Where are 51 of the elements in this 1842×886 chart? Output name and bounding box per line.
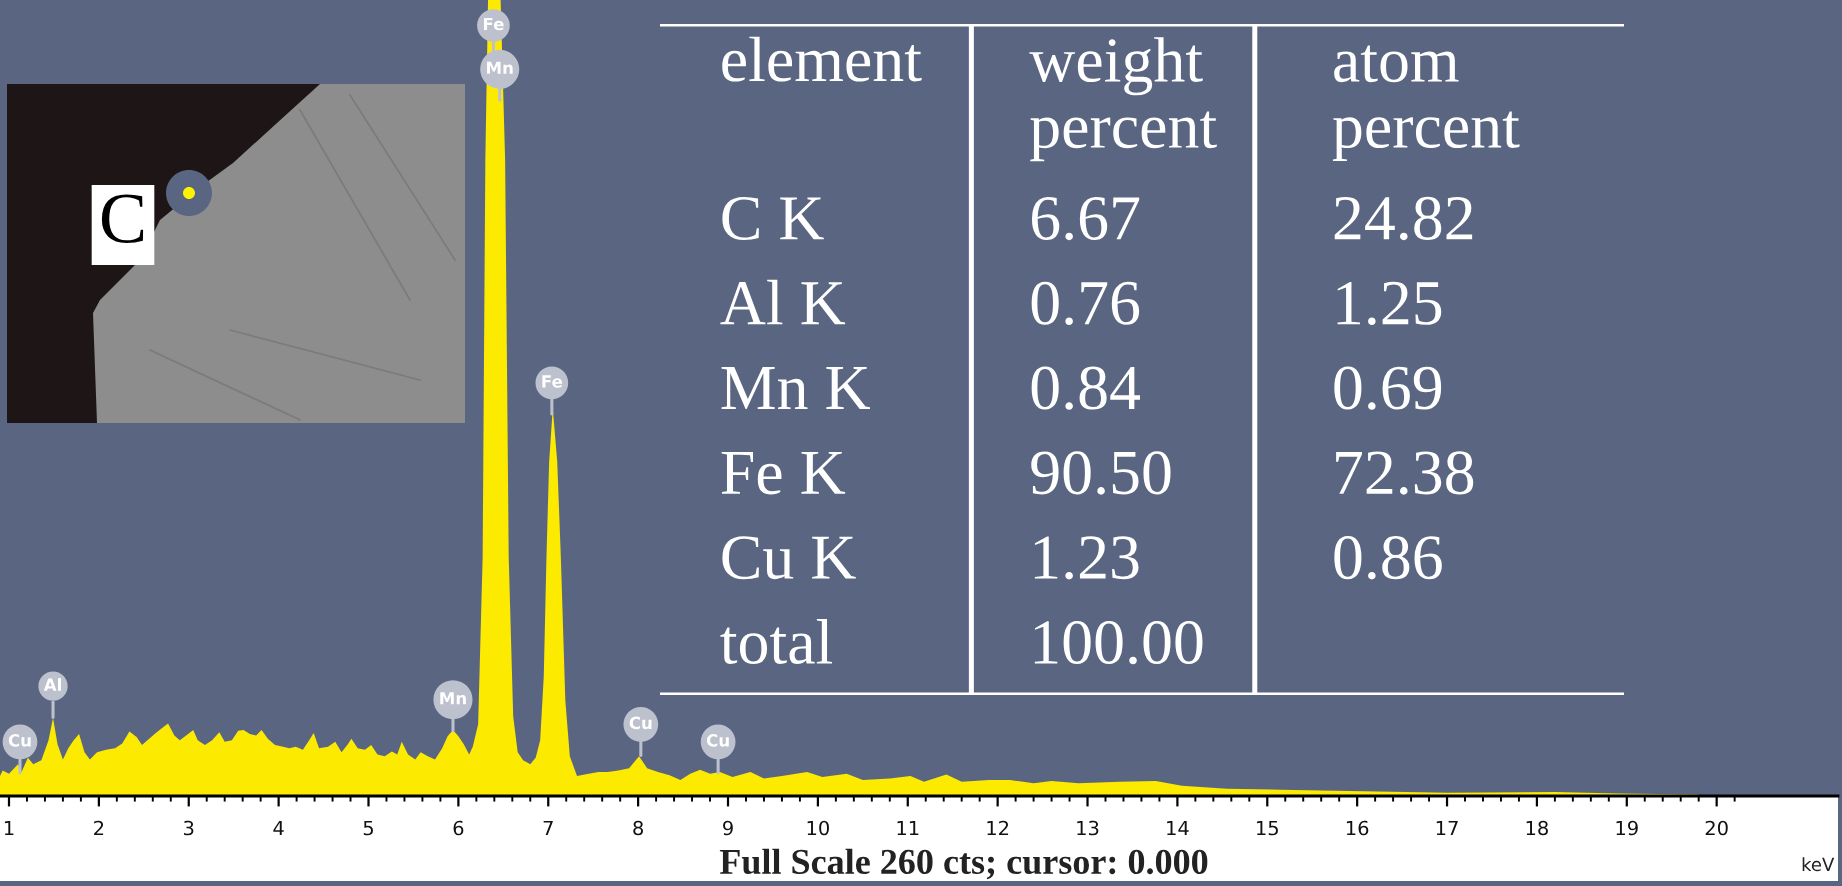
- annotation: Fe: [483, 17, 504, 31]
- x-tick-label: 9: [723, 820, 733, 836]
- category-label: Cu K: [722, 536, 856, 580]
- annotation: Al: [43, 678, 61, 691]
- x-tick-label: 8: [633, 820, 643, 836]
- category-label: Al K: [720, 279, 846, 325]
- x-tick-label: 14: [1167, 820, 1189, 836]
- annotation: Cu: [629, 716, 652, 730]
- x-tick-label: 16: [1346, 820, 1369, 836]
- x-tick-label: 2: [94, 820, 104, 836]
- text: 6.67: [1031, 197, 1140, 241]
- text: 1.23: [1034, 536, 1139, 580]
- text: 90.50: [1031, 451, 1171, 495]
- x-tick-label: 18: [1526, 820, 1548, 836]
- x-tick-label: 11: [897, 820, 919, 836]
- text: 100.00: [1034, 620, 1203, 665]
- annotation: C: [101, 194, 144, 244]
- category-label: weight percent: [1029, 37, 1217, 162]
- annotation: Mn: [440, 692, 466, 705]
- annotation: Fe: [542, 375, 563, 388]
- text: 0.76: [1031, 281, 1140, 326]
- category-label: Fe K: [721, 451, 846, 495]
- x-tick-label: 15: [1257, 820, 1278, 836]
- annotation: Cu: [8, 734, 31, 747]
- annotation: Mn: [487, 61, 513, 74]
- text: 24.82: [1334, 196, 1473, 241]
- x-tick-label: 3: [184, 820, 194, 836]
- x-tick-label: 10: [807, 820, 829, 836]
- text: 72.38: [1336, 451, 1474, 495]
- x-tick-label: 17: [1436, 820, 1458, 836]
- text: 0.86: [1334, 536, 1442, 580]
- x-tick-label: 19: [1616, 820, 1638, 836]
- category-label: total: [720, 619, 833, 665]
- x-tick-label: 13: [1077, 820, 1099, 836]
- text: Full Scale 260 cts; cursor: 0.000: [719, 848, 1208, 880]
- text: 1.25: [1337, 281, 1442, 326]
- x-tick-label: 5: [363, 820, 373, 836]
- x-tick-label: 1: [4, 820, 14, 836]
- x-axis-title: keV: [1802, 857, 1835, 872]
- text: 0.69: [1334, 366, 1442, 410]
- x-tick-label: 20: [1705, 820, 1728, 836]
- category-label: Mn K: [721, 367, 870, 409]
- category-label: C K: [722, 197, 824, 240]
- text: element: [722, 36, 922, 82]
- x-tick-label: 7: [543, 820, 553, 836]
- category-label: atom percent: [1332, 45, 1520, 162]
- x-tick-label: 4: [273, 820, 284, 836]
- x-tick-label: 12: [987, 820, 1009, 836]
- annotation: Cu: [706, 734, 729, 747]
- x-tick-label: 6: [453, 820, 464, 836]
- text: 0.84: [1031, 366, 1141, 410]
